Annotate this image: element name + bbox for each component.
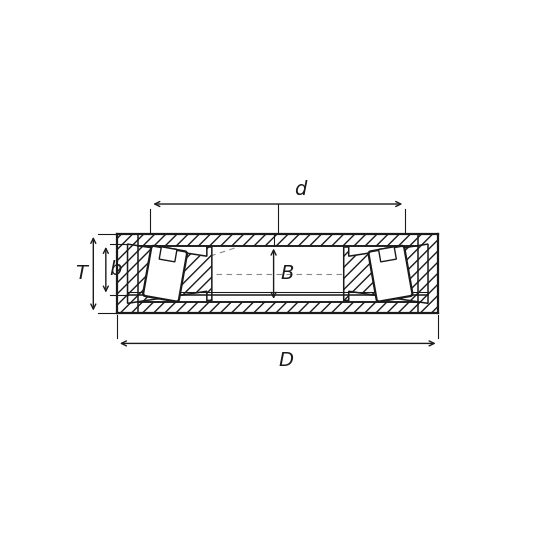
Text: T: T (75, 264, 87, 283)
Polygon shape (117, 234, 438, 246)
Text: d: d (294, 180, 307, 199)
Bar (159, 247, 177, 262)
Polygon shape (117, 302, 438, 313)
FancyBboxPatch shape (369, 246, 412, 301)
Text: B: B (280, 264, 294, 283)
Text: b: b (109, 260, 121, 279)
FancyBboxPatch shape (143, 246, 187, 301)
Polygon shape (344, 244, 428, 304)
Polygon shape (127, 244, 212, 304)
Polygon shape (417, 234, 438, 313)
Polygon shape (117, 234, 138, 313)
Bar (378, 247, 396, 262)
Text: D: D (279, 351, 294, 370)
